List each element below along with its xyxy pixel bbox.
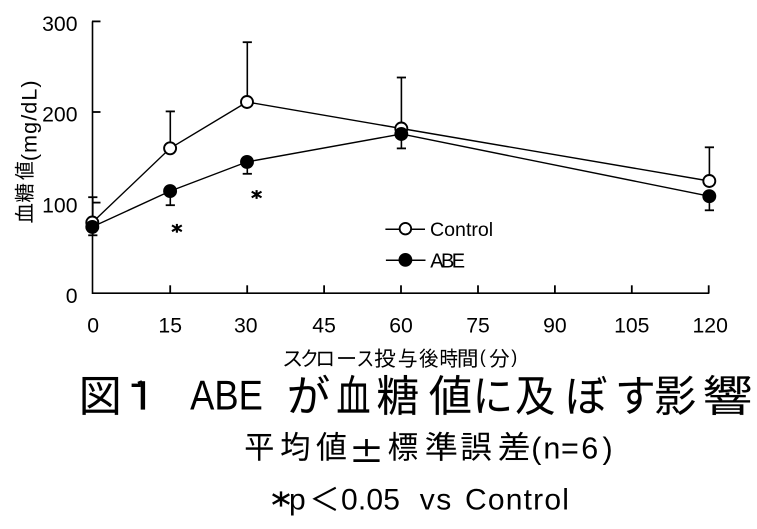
- svg-text:0.05: 0.05: [341, 484, 400, 517]
- svg-text:90: 90: [543, 314, 567, 337]
- svg-text:30: 30: [234, 314, 258, 337]
- svg-text:75: 75: [466, 314, 490, 337]
- svg-text:(: (: [531, 432, 541, 466]
- svg-text:45: 45: [312, 314, 336, 337]
- svg-text:ABE: ABE: [430, 251, 464, 273]
- svg-text:): ): [603, 432, 613, 466]
- svg-text:200: 200: [42, 104, 77, 127]
- svg-text:100: 100: [42, 194, 77, 217]
- svg-text:): ): [511, 347, 517, 367]
- svg-text:n: n: [543, 432, 560, 466]
- svg-text:(: (: [480, 347, 486, 367]
- svg-text:60: 60: [389, 314, 413, 337]
- svg-text:Control: Control: [465, 484, 570, 517]
- svg-text:=: =: [561, 432, 579, 466]
- svg-text:105: 105: [614, 314, 649, 337]
- svg-text:0: 0: [87, 314, 99, 337]
- svg-text:15: 15: [158, 314, 182, 337]
- svg-text:6: 6: [581, 432, 598, 466]
- svg-text:vs: vs: [420, 484, 453, 517]
- svg-text:0: 0: [66, 285, 78, 308]
- svg-text:ABE: ABE: [190, 374, 263, 420]
- svg-text:120: 120: [693, 314, 728, 337]
- svg-text:300: 300: [42, 13, 77, 36]
- svg-text:Control: Control: [430, 219, 493, 241]
- svg-text:p: p: [289, 484, 306, 517]
- svg-text:(mg/dL): (mg/dL): [18, 79, 42, 161]
